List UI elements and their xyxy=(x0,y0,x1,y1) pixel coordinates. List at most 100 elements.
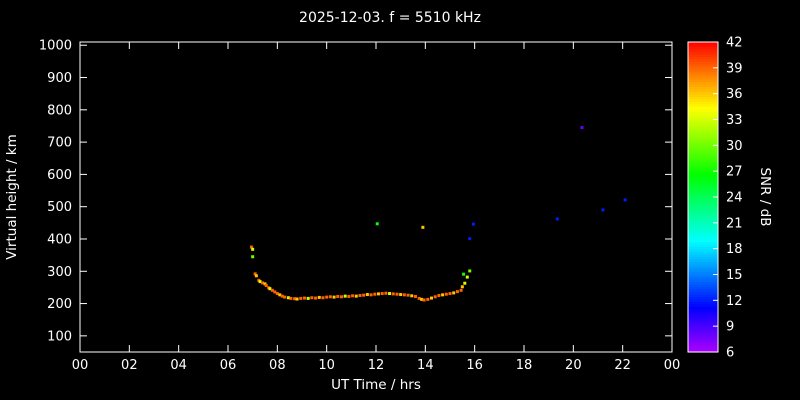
data-point xyxy=(452,291,456,295)
data-point xyxy=(455,290,459,294)
colorbar-segment xyxy=(688,94,718,98)
data-point xyxy=(448,292,452,296)
data-point xyxy=(459,288,463,292)
colorbar-segment xyxy=(688,172,718,176)
data-point xyxy=(270,288,274,292)
colorbar-segment xyxy=(688,332,718,336)
colorbar-segment xyxy=(688,119,718,123)
colorbar-segment xyxy=(688,274,718,278)
colorbar-segment xyxy=(688,159,718,163)
colorbar-segment xyxy=(688,222,718,226)
colorbar-segment xyxy=(688,229,718,233)
colorbar-segment xyxy=(688,137,718,141)
y-tick-label: 100 xyxy=(47,329,72,344)
colorbar-segment xyxy=(688,47,718,51)
colorbar-segment xyxy=(688,167,718,171)
x-tick-label: 04 xyxy=(170,358,187,373)
colorbar-tick-label: 33 xyxy=(726,113,743,128)
colorbar-segment xyxy=(688,334,718,338)
colorbar-segment xyxy=(688,299,718,303)
data-point xyxy=(273,290,277,294)
data-point xyxy=(351,294,355,298)
colorbar-segment xyxy=(688,52,718,56)
colorbar-segment xyxy=(688,342,718,346)
x-tick-label: 08 xyxy=(269,358,286,373)
data-point xyxy=(426,297,430,301)
colorbar-segment xyxy=(688,349,718,353)
colorbar-segment xyxy=(688,309,718,313)
colorbar-segment xyxy=(688,124,718,128)
data-point xyxy=(278,293,282,297)
data-point xyxy=(358,293,362,297)
colorbar-tick-label: 9 xyxy=(726,320,734,335)
data-point xyxy=(328,295,332,299)
colorbar-segment xyxy=(688,97,718,101)
colorbar-segment xyxy=(688,139,718,143)
colorbar-segment xyxy=(688,294,718,298)
data-point xyxy=(375,222,379,226)
colorbar-segment xyxy=(688,254,718,258)
data-point xyxy=(441,293,445,297)
colorbar-segment xyxy=(688,322,718,326)
colorbar-segment xyxy=(688,227,718,231)
colorbar-tick-label: 27 xyxy=(726,165,743,180)
data-point xyxy=(268,287,272,291)
colorbar-segment xyxy=(688,144,718,148)
colorbar-segment xyxy=(688,259,718,263)
data-point xyxy=(295,297,299,301)
colorbar-segment xyxy=(688,302,718,306)
colorbar-segment xyxy=(688,67,718,71)
data-point xyxy=(306,296,310,300)
data-point xyxy=(417,296,421,300)
colorbar-segment xyxy=(688,72,718,76)
colorbar-segment xyxy=(688,237,718,241)
colorbar-segment xyxy=(688,179,718,183)
data-point xyxy=(413,294,417,298)
data-point xyxy=(465,275,469,279)
data-point xyxy=(253,272,257,276)
colorbar-segment xyxy=(688,189,718,193)
data-point xyxy=(286,296,290,300)
colorbar-segment xyxy=(688,62,718,66)
colorbar-tick-label: 42 xyxy=(726,36,743,51)
colorbar-segment xyxy=(688,152,718,156)
data-point xyxy=(332,295,336,299)
colorbar-segment xyxy=(688,284,718,288)
data-point xyxy=(406,293,410,297)
colorbar-segment xyxy=(688,242,718,246)
colorbar-segment xyxy=(688,319,718,323)
data-point xyxy=(314,296,318,300)
colorbar-tick-label: 21 xyxy=(726,216,743,231)
x-tick-label: 20 xyxy=(565,358,582,373)
colorbar-segment xyxy=(688,77,718,81)
data-point xyxy=(293,297,297,301)
colorbar-segment xyxy=(688,279,718,283)
colorbar-tick-label: 15 xyxy=(726,268,743,283)
colorbar-segment xyxy=(688,169,718,173)
colorbar-segment xyxy=(688,107,718,111)
colorbar-segment xyxy=(688,269,718,273)
x-tick-label: 12 xyxy=(368,358,385,373)
colorbar-segment xyxy=(688,327,718,331)
data-point xyxy=(251,255,255,259)
colorbar-segment xyxy=(688,122,718,126)
colorbar-segment xyxy=(688,247,718,251)
data-point xyxy=(410,294,414,298)
data-point xyxy=(395,292,399,296)
data-point xyxy=(380,292,384,296)
colorbar-segment xyxy=(688,219,718,223)
y-tick-label: 800 xyxy=(47,103,72,118)
colorbar-segment xyxy=(688,267,718,271)
data-point xyxy=(601,208,605,212)
colorbar-tick-label: 24 xyxy=(726,191,743,206)
colorbar-segment xyxy=(688,104,718,108)
colorbar-segment xyxy=(688,64,718,68)
colorbar-segment xyxy=(688,112,718,116)
colorbar-segment xyxy=(688,92,718,96)
colorbar-tick-label: 39 xyxy=(726,61,743,76)
colorbar-segment xyxy=(688,239,718,243)
data-point xyxy=(555,217,559,221)
colorbar-segment xyxy=(688,177,718,181)
data-point xyxy=(336,294,340,298)
colorbar-segment xyxy=(688,329,718,333)
